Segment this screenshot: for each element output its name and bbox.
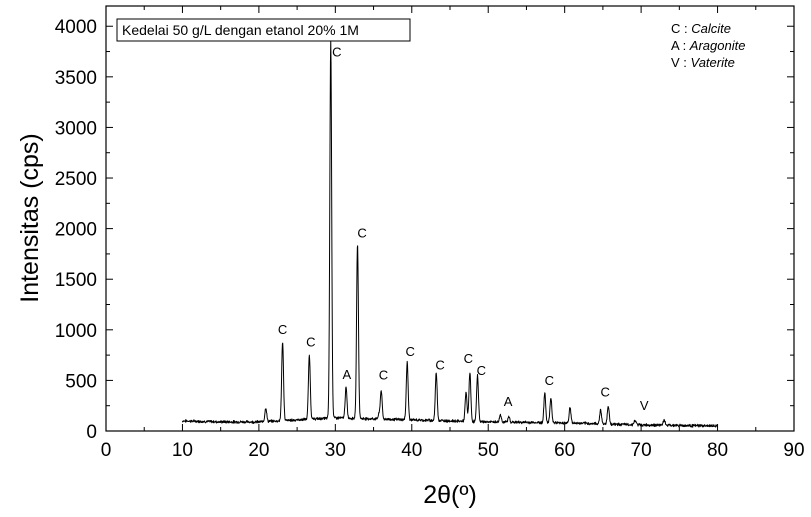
peak-label: C bbox=[545, 373, 554, 388]
peak-label: C bbox=[379, 367, 388, 382]
peak-label: C bbox=[435, 357, 444, 372]
y-tick-label: 2500 bbox=[55, 169, 97, 190]
x-tick-label: 0 bbox=[101, 440, 112, 461]
peak-label: C bbox=[332, 45, 341, 60]
peak-label: C bbox=[357, 226, 366, 241]
y-tick-label: 2000 bbox=[55, 220, 97, 241]
sample-label: Kedelai 50 g/L dengan etanol 20% 1M bbox=[122, 22, 359, 38]
peak-label: V bbox=[640, 398, 649, 413]
peak-label: C bbox=[464, 351, 473, 366]
sample-label-box: Kedelai 50 g/L dengan etanol 20% 1M bbox=[116, 18, 411, 42]
legend-phase-name: Calcite bbox=[691, 21, 731, 36]
peak-label: C bbox=[406, 344, 415, 359]
x-tick-label: 50 bbox=[478, 440, 499, 461]
peak-label: C bbox=[306, 335, 315, 350]
y-tick-labels: 0 500 1000 1500 2000 2500 3000 3500 4000 bbox=[55, 17, 97, 443]
legend-entry: C : Calcite bbox=[671, 21, 731, 36]
legend-code: V : bbox=[671, 55, 691, 70]
x-axis-title: 2θ(º) bbox=[423, 481, 477, 509]
x-tick-label: 70 bbox=[631, 440, 652, 461]
x-tick-label: 30 bbox=[325, 440, 346, 461]
legend-entry: V : Vaterite bbox=[671, 55, 735, 70]
x-tick-label: 40 bbox=[401, 440, 422, 461]
legend-phase-name: Aragonite bbox=[689, 38, 746, 53]
axis-ticks bbox=[105, 6, 795, 432]
legend-entry: A : Aragonite bbox=[671, 38, 745, 53]
peak-label: A bbox=[504, 394, 513, 409]
legend-code: C : bbox=[671, 21, 691, 36]
legend-phase-name: Vaterite bbox=[691, 55, 735, 70]
x-tick-label: 90 bbox=[783, 440, 804, 461]
peak-label: C bbox=[600, 385, 609, 400]
x-tick-label: 80 bbox=[707, 440, 728, 461]
peak-label: C bbox=[477, 363, 486, 378]
x-tick-label: 20 bbox=[248, 440, 269, 461]
peak-label: A bbox=[342, 367, 351, 382]
x-tick-label: 10 bbox=[172, 440, 193, 461]
xrd-spectrum-line bbox=[181, 40, 719, 428]
y-tick-label: 1000 bbox=[55, 321, 97, 342]
y-tick-label: 0 bbox=[86, 422, 97, 443]
x-tick-labels: 0 10 20 30 40 50 60 70 80 90 bbox=[101, 440, 805, 461]
y-tick-label: 500 bbox=[65, 371, 97, 392]
peak-label: C bbox=[278, 322, 287, 337]
y-tick-label: 3000 bbox=[55, 118, 97, 139]
y-axis-title: Intensitas (cps) bbox=[16, 133, 44, 303]
y-tick-label: 1500 bbox=[55, 270, 97, 291]
y-tick-label: 4000 bbox=[55, 17, 97, 38]
x-tick-label: 60 bbox=[554, 440, 575, 461]
y-tick-label: 3500 bbox=[55, 68, 97, 89]
legend-code: A : bbox=[671, 38, 690, 53]
